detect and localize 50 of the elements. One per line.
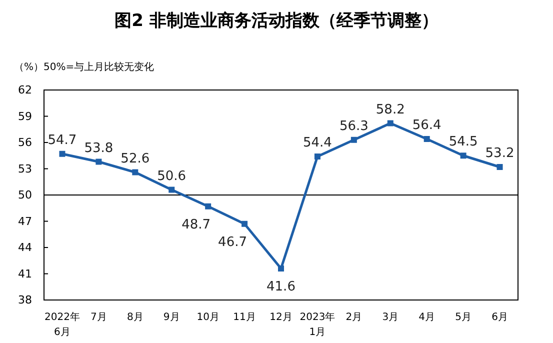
- data-label: 53.8: [84, 140, 114, 156]
- data-label: 54.7: [48, 132, 77, 148]
- point: [350, 136, 357, 143]
- y-tick-label: 56: [18, 136, 32, 150]
- data-label: 50.6: [157, 168, 186, 184]
- x-tick-label: 8月: [126, 312, 144, 323]
- point: [314, 154, 320, 160]
- x-tick-label: 3月: [382, 312, 399, 323]
- data-label: 53.2: [485, 146, 514, 161]
- x-tick-label: 7月: [90, 312, 107, 323]
- point: [424, 136, 430, 142]
- y-tick-label: 62: [18, 84, 32, 97]
- x-tick-label: 2023年 1月: [300, 311, 336, 338]
- y-tick-label: 44: [18, 241, 32, 254]
- data-label: 48.7: [182, 217, 211, 232]
- data-label: 56.4: [412, 118, 442, 133]
- data-label: 54.4: [302, 136, 332, 150]
- x-tick-label: 9月: [163, 312, 180, 323]
- x-tick-label: 11月: [233, 312, 256, 323]
- data-label: 52.6: [120, 151, 150, 166]
- y-tick-label: 50: [18, 188, 32, 202]
- data-label: 54.5: [448, 134, 478, 150]
- data-label: 56.3: [339, 118, 368, 134]
- point: [168, 186, 175, 193]
- point: [132, 169, 138, 176]
- x-tick-label: 2月: [346, 312, 362, 323]
- x-tick-label: 6月: [492, 312, 508, 323]
- point: [387, 120, 394, 126]
- point: [460, 152, 466, 159]
- data-label: 41.6: [266, 280, 296, 294]
- point: [205, 203, 212, 210]
- text: （%）50%=与上月比较无变化: [14, 61, 154, 73]
- point: [496, 164, 503, 170]
- point: [278, 266, 284, 272]
- y-tick-label: 38: [18, 294, 32, 307]
- x-tick-label: 4月: [418, 312, 436, 323]
- y-tick-label: 59: [18, 110, 32, 123]
- x-tick-label: 5月: [455, 312, 472, 323]
- data-label: 58.2: [376, 102, 405, 118]
- point: [96, 158, 102, 165]
- x-tick-label: 12月: [270, 312, 292, 323]
- point: [242, 220, 248, 227]
- point: [59, 150, 66, 157]
- chart-title: 图2 非制造业商务活动指数（经季节调整）: [114, 11, 438, 31]
- y-tick-label: 41: [18, 267, 32, 280]
- x-tick-label: 10月: [196, 312, 220, 323]
- y-tick-label: 53: [18, 162, 32, 176]
- x-tick-label: 2022年 6月: [44, 311, 80, 338]
- y-tick-label: 47: [18, 214, 32, 228]
- data-label: 46.7: [218, 234, 248, 250]
